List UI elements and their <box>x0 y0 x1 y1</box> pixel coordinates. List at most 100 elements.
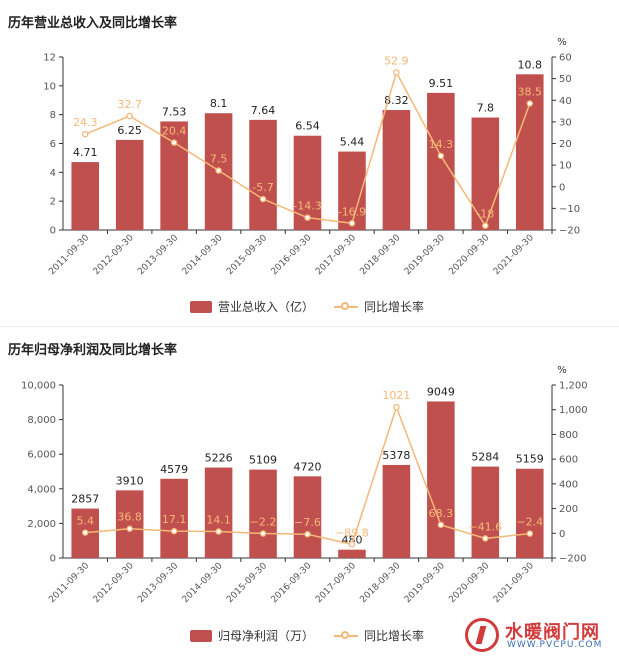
y-right-tick-label: −20 <box>559 226 580 237</box>
x-tick-label: 2012-09-30 <box>92 233 136 277</box>
x-tick-label: 2017-09-30 <box>314 561 358 605</box>
growth-rate-label: 14.3 <box>429 138 454 151</box>
chart-legend: 归母净利润（万） 同比增长率 <box>190 627 438 644</box>
x-tick-label: 2018-09-30 <box>358 233 402 277</box>
growth-rate-point <box>126 525 133 532</box>
revenue-chart-panel: 历年营业总收入及同比增长率 0 2 4 6 8 10 12 −20 −10 0 10 20 30 40 50… <box>0 0 619 326</box>
growth-rate-label: −89.8 <box>335 526 369 539</box>
legend-item-bar[interactable]: 营业总收入（亿） <box>190 298 314 315</box>
growth-rate-point <box>304 530 311 538</box>
x-tick-label: 2018-09-30 <box>358 561 402 605</box>
chart-title: 历年归母净利润及同比增长率 <box>8 343 178 358</box>
growth-rate-label: -16.9 <box>338 205 366 218</box>
growth-rate-label: 36.8 <box>117 511 142 524</box>
y-right-tick-label: 0 <box>559 182 565 193</box>
x-tick-label: 2019-09-30 <box>403 233 447 277</box>
growth-rate-label: −2.4 <box>516 516 543 529</box>
bar-value-label: 5109 <box>249 454 277 467</box>
y-left-tick-label: 0 <box>50 554 56 565</box>
bar <box>249 469 277 558</box>
bar-value-label: 9049 <box>427 385 455 398</box>
growth-rate-point <box>348 220 356 227</box>
legend-label: 同比增长率 <box>364 629 425 643</box>
x-tick-label: 2020-09-30 <box>447 233 491 277</box>
growth-rate-label: -5.7 <box>252 181 273 194</box>
growth-rate-label: 52.9 <box>384 54 409 67</box>
growth-rate-point <box>348 541 356 548</box>
legend-item-line[interactable]: 同比增长率 <box>334 627 424 644</box>
bar-value-label: 8.1 <box>210 97 228 110</box>
bar <box>71 162 100 230</box>
x-tick-label: 2014-09-30 <box>181 561 225 605</box>
growth-rate-label: 24.3 <box>73 116 98 129</box>
y-left-tick-label: 2 <box>50 197 56 208</box>
growth-rate-point <box>393 69 400 76</box>
x-tick-label: 2012-09-30 <box>92 561 136 605</box>
bar-value-label: 4579 <box>160 463 188 476</box>
y-left-tick-label: 4,000 <box>27 484 56 495</box>
growth-rate-point <box>81 130 89 138</box>
growth-rate-point <box>170 139 178 146</box>
growth-rate-label: 1021 <box>382 389 410 402</box>
bar <box>382 110 411 230</box>
growth-rate-point <box>482 535 489 542</box>
x-tick-label: 2021-09-30 <box>492 561 536 605</box>
growth-rate-label: 68.3 <box>429 507 454 520</box>
y-left-tick-label: 8 <box>50 110 56 121</box>
y-left-tick-label: 10,000 <box>21 381 56 392</box>
growth-rate-point <box>437 152 445 160</box>
growth-rate-label: -18 <box>476 208 494 221</box>
y-right-tick-label: 400 <box>559 479 578 490</box>
growth-rate-point <box>259 195 267 203</box>
y-right-tick-label: 600 <box>559 455 578 466</box>
x-tick-label: 2015-09-30 <box>225 233 269 277</box>
bar-value-label: 6.54 <box>295 120 320 133</box>
y-right-tick-label: 50 <box>559 74 572 85</box>
x-tick-label: 2013-09-30 <box>136 561 180 605</box>
legend-label: 同比增长率 <box>364 300 425 314</box>
y-left-tick-label: 6 <box>50 139 56 150</box>
bar <box>115 490 144 558</box>
growth-rate-label: 38.5 <box>518 85 543 98</box>
legend-bar-swatch <box>190 629 212 642</box>
legend-item-line[interactable]: 同比增长率 <box>334 298 424 315</box>
bar-value-label: 7.8 <box>477 102 495 115</box>
growth-rate-point <box>215 528 222 535</box>
watermark-name: 水暖阀门网 <box>505 622 600 643</box>
bar-value-label: 4.71 <box>73 146 98 159</box>
bar-value-label: 5.44 <box>340 136 365 149</box>
y-right-tick-label: 800 <box>559 430 578 441</box>
bar <box>293 476 322 558</box>
bar-value-label: 9.51 <box>429 77 454 90</box>
x-tick-label: 2011-09-30 <box>47 233 91 277</box>
legend-item-bar[interactable]: 归母净利润（万） <box>190 627 314 644</box>
x-tick-label: 2014-09-30 <box>181 233 225 277</box>
profit-chart: 0 2,000 4,000 6,000 8,000 10,000 −200 0 200 400 60… <box>21 365 588 605</box>
y-left-tick-label: 8,000 <box>27 415 56 426</box>
growth-rate-point <box>526 100 534 107</box>
growth-rate-point <box>393 403 400 411</box>
growth-rate-point <box>126 112 133 120</box>
y-left-tick-label: 6,000 <box>27 450 56 461</box>
x-tick-label: 2011-09-30 <box>47 561 91 605</box>
growth-rate-point <box>259 530 267 537</box>
growth-rate-point <box>482 222 489 229</box>
x-tick-label: 2016-09-30 <box>270 233 314 277</box>
watermark-logo-icon <box>465 618 499 652</box>
bar-value-label: 5378 <box>382 449 410 462</box>
y-left-tick-label: 4 <box>50 168 56 179</box>
bar-value-label: 6.25 <box>117 124 142 137</box>
y-left-tick-label: 2,000 <box>27 519 56 530</box>
legend-label: 营业总收入（亿） <box>218 300 315 314</box>
growth-rate-label: 20.4 <box>162 125 187 138</box>
y-right-tick-label: 1,200 <box>559 381 588 392</box>
y-right-tick-label: 40 <box>559 96 572 107</box>
bar <box>427 92 455 231</box>
bar-value-label: 7.53 <box>162 105 187 118</box>
bar <box>338 549 366 558</box>
growth-rate-point <box>81 529 89 536</box>
bar-value-label: 7.64 <box>251 104 276 117</box>
growth-rate-point <box>437 521 445 529</box>
x-tick-label: 2019-09-30 <box>403 561 447 605</box>
y-right-tick-label: 10 <box>559 161 572 172</box>
